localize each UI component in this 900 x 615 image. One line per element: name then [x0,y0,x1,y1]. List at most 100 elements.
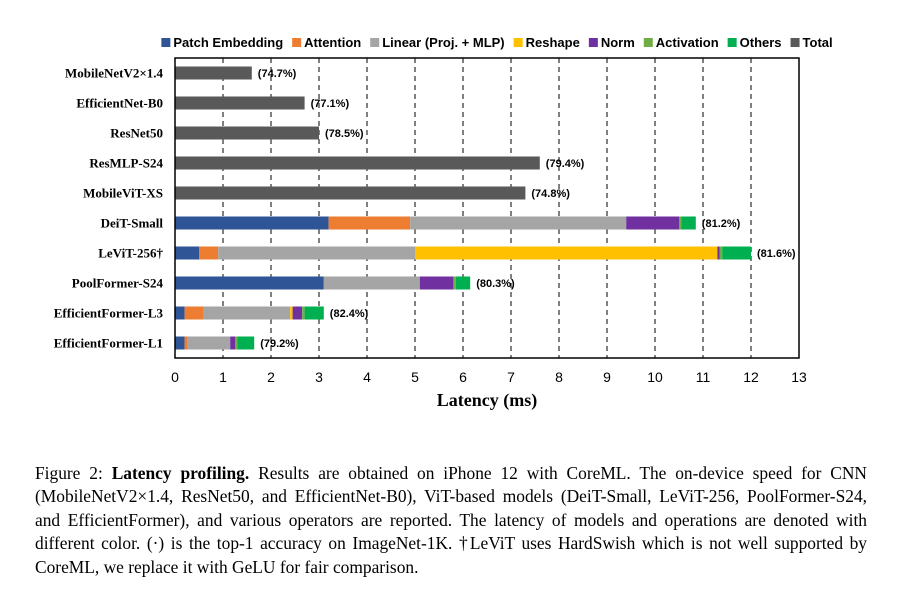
bar-segment-patch-embedding [175,276,324,290]
figure-caption: Figure 2: Latency profiling. Results are… [35,462,867,579]
bar-segment-patch-embedding [175,336,185,350]
bar-segment-activation [719,246,723,260]
legend-item-linear-proj-mlp: Linear (Proj. + MLP) [370,35,505,50]
category-label: ResMLP-S24 [89,156,163,171]
legend-item-reshape: Reshape [513,35,580,50]
bar-segment-norm [292,306,303,320]
category-label: DeiT-Small [101,216,164,231]
legend-swatch [790,38,800,47]
legend-label: Linear (Proj. + MLP) [382,35,504,50]
bars [175,66,751,350]
category-label: EfficientFormer-L1 [54,336,163,351]
x-tick-label: 6 [459,369,467,385]
bar-segment-attention [199,246,219,260]
legend-label: Total [803,35,833,50]
bar-segment-patch-embedding [175,306,185,320]
accuracy-label: (78.5%) [325,128,364,140]
legend-swatch [513,38,523,47]
category-label: LeViT-256† [98,246,163,261]
legend-swatch [643,38,653,47]
bar-segment-linear-proj-mlp [410,216,627,230]
x-ticks: 0 1 2 3 4 5 6 7 8 9 10 11 12 13 [171,369,807,385]
bar-segment-patch-embedding [175,216,329,230]
bar-segment-total [175,186,526,200]
bar-segment-attention [184,306,204,320]
bar-segment-total [175,96,305,110]
bar-segment-total [175,126,319,140]
caption-body: Results are obtained on iPhone 12 with C… [35,463,867,577]
x-tick-label: 11 [696,369,711,385]
legend-item-patch-embedding: Patch Embedding [161,35,283,50]
x-tick-label: 1 [219,369,227,385]
x-tick-label: 13 [791,369,807,385]
legend-label: Reshape [526,35,580,50]
accuracy-label: (79.2%) [260,338,299,350]
category-label: MobileViT-XS [83,186,163,201]
accuracy-label: (79.4%) [546,158,585,170]
accuracy-label: (74.7%) [258,68,297,80]
legend-swatch [370,38,380,47]
accuracy-label: (81.2%) [702,218,741,230]
legend-item-activation: Activation [643,35,719,50]
accuracy-label: (74.8%) [531,188,570,200]
x-tick-label: 10 [647,369,663,385]
x-tick-label: 7 [507,369,515,385]
x-tick-label: 2 [267,369,275,385]
bar-segment-linear-proj-mlp [187,336,231,350]
category-label: PoolFormer-S24 [72,276,164,291]
bar-segment-linear-proj-mlp [218,246,415,260]
caption-label: Figure 2: [35,463,103,483]
category-labels: MobileNetV2×1.4 EfficientNet-B0 ResNet50 Re… [54,66,164,351]
bar-segment-others [455,276,471,290]
legend-label: Attention [304,35,361,50]
legend-item-norm: Norm [588,35,635,50]
bar-segment-linear-proj-mlp [203,306,291,320]
x-tick-label: 9 [603,369,611,385]
latency-chart: Patch Embedding Attention Linear (Proj. + … [54,35,833,411]
legend-swatch [588,38,598,47]
bar-segment-others [304,306,324,320]
legend-swatch [161,38,171,47]
bar-segment-norm [419,276,454,290]
caption-title: Latency profiling. [111,463,250,483]
x-tick-label: 0 [171,369,179,385]
bar-segment-reshape [415,246,718,260]
bar-segment-total [175,156,540,170]
legend-label: Norm [601,35,635,50]
bar-segment-attention [328,216,411,230]
accuracy-labels: (74.7%) (77.1%) (78.5%) (79.4%) (74.8%) (81.2… [258,68,796,350]
legend-swatch [727,38,737,47]
x-axis-label: Latency (ms) [437,390,537,411]
bar-segment-patch-embedding [175,246,199,260]
accuracy-label: (80.3%) [476,278,515,290]
accuracy-label: (82.4%) [330,308,369,320]
bar-segment-others [681,216,696,230]
legend-label: Activation [656,35,719,50]
legend-item-total: Total [790,35,833,50]
accuracy-label: (77.1%) [311,98,350,110]
category-label: ResNet50 [110,126,163,141]
legend-item-others: Others [727,35,782,50]
legend-label: Others [740,35,782,50]
bar-segment-others [237,336,255,350]
x-tick-label: 4 [363,369,371,385]
x-tick-label: 3 [315,369,323,385]
bar-segment-activation [302,306,305,320]
bar-segment-activation [453,276,456,290]
x-tick-label: 5 [411,369,419,385]
legend-swatch [292,38,302,47]
bar-segment-reshape [290,306,293,320]
legend-label: Patch Embedding [173,35,283,50]
category-label: MobileNetV2×1.4 [65,66,164,81]
category-label: EfficientNet-B0 [76,96,163,111]
bar-segment-others [722,246,751,260]
legend: Patch Embedding Attention Linear (Proj. + … [161,35,833,50]
bar-segment-total [175,66,252,80]
bar-segment-norm [230,336,235,350]
x-tick-label: 8 [555,369,563,385]
accuracy-label: (81.6%) [757,248,796,260]
bar-segment-activation [235,336,238,350]
bar-segment-activation [679,216,682,230]
bar-segment-norm [717,246,720,260]
x-tick-label: 12 [743,369,759,385]
